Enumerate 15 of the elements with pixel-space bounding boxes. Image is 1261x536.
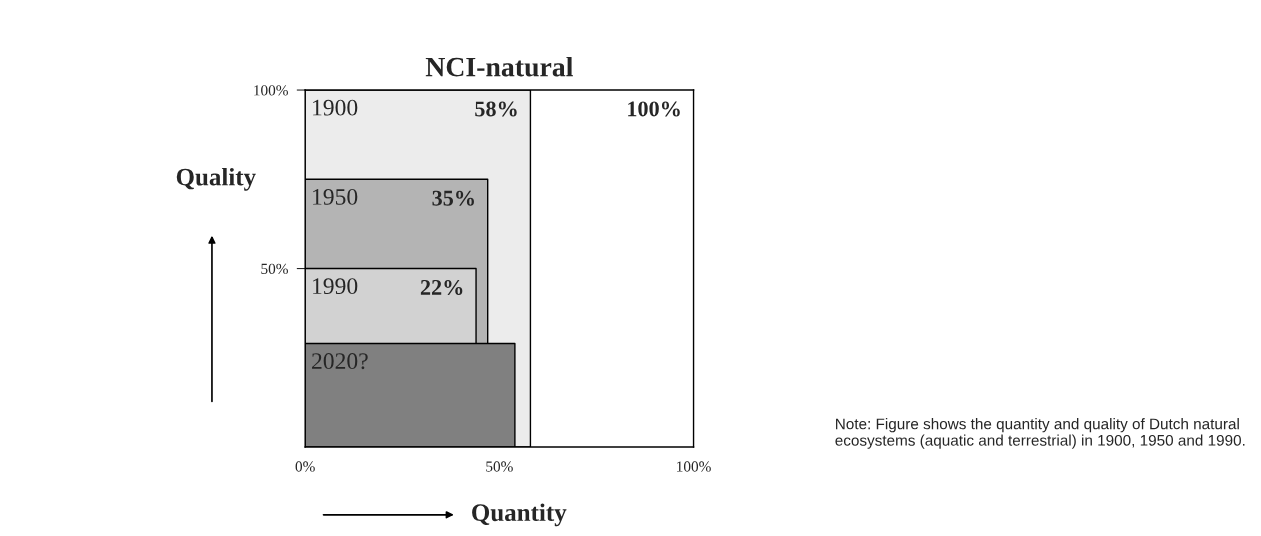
series-label: 2020? [312, 353, 368, 370]
annotation: 100% [628, 101, 680, 117]
annotation: 58% [475, 101, 517, 117]
text: Note: Figure shows the quantity and quality of Dutch natural ecosystems (aquatic and terrestrial) in 1900, 1950 and 1990. [835, 418, 1245, 449]
y-axis-title: Quality [176, 167, 256, 191]
x-tick-label: 0% [295, 461, 315, 472]
x-axis-title: Quantity [472, 503, 567, 527]
annotation: 35% [432, 190, 474, 206]
chart-title: NCI-natural [425, 56, 573, 77]
annotation: 22% [420, 279, 463, 295]
series-label: 1950 [313, 188, 358, 205]
x-tick-label: 50% [486, 461, 513, 472]
series-label: 1900 [313, 99, 358, 116]
series-label: 1990 [313, 278, 358, 295]
x-tick-label: 100% [677, 461, 711, 472]
